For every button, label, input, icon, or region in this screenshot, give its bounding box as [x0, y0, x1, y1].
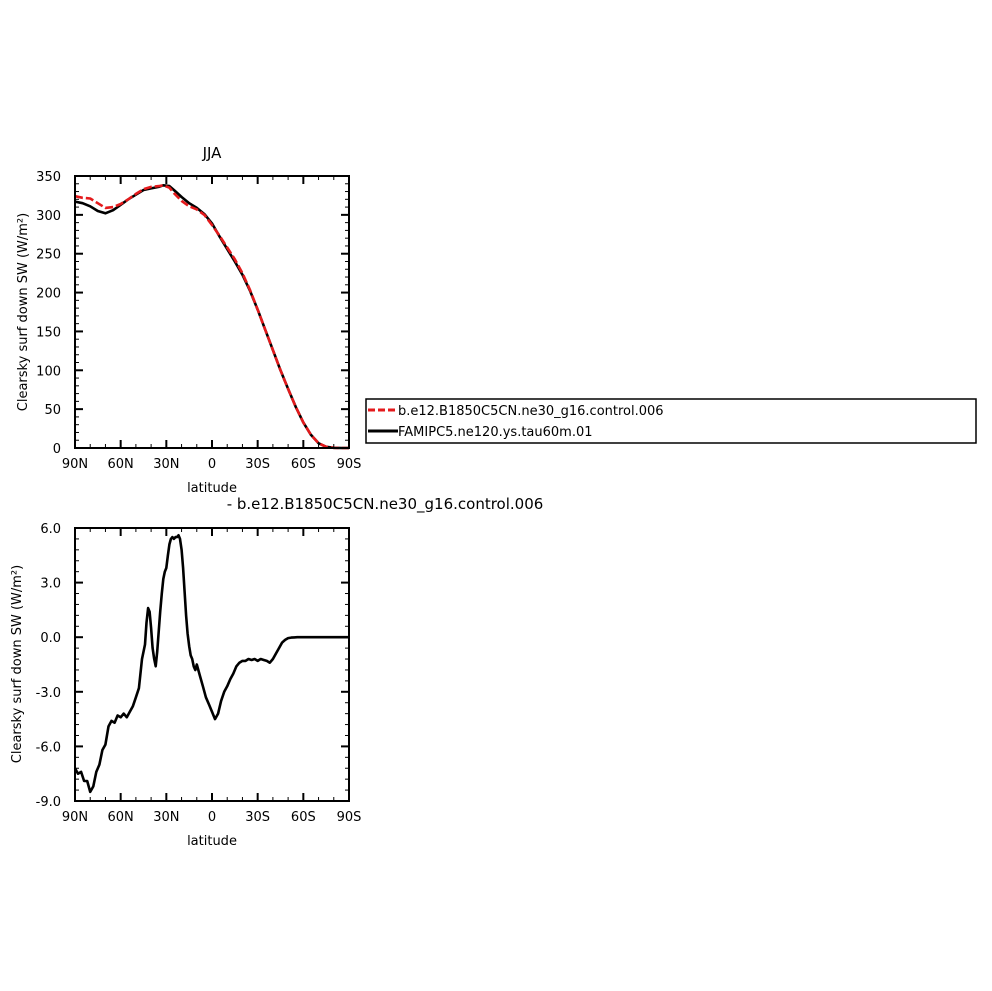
- y-tick-label: 0.0: [40, 631, 61, 646]
- top-panel-title: JJA: [202, 144, 223, 162]
- x-tick-label: 30N: [153, 810, 179, 825]
- x-tick-label: 60S: [291, 457, 316, 472]
- x-tick-label: 30S: [245, 457, 270, 472]
- x-tick-label: 0: [208, 810, 216, 825]
- bottom-panel-title: - b.e12.B1850C5CN.ne30_g16.control.006: [227, 495, 544, 514]
- top-panel-axes: 90N 60N 30N 0 30S 60S 90S 0 50 100 150 200 250 300 350: [36, 170, 361, 472]
- top-panel-frame: [74, 175, 350, 449]
- x-tick-label: 90N: [62, 457, 88, 472]
- bottom-panel-lines: [73, 533, 349, 794]
- top-panel: JJA 90N 60N 30N 0 30S 60S 90S 0 50 100 150 200 250 30…: [16, 144, 361, 496]
- y-tick-label: 100: [36, 364, 61, 379]
- bottom-panel-ylabel: Clearsky surf down SW (W/m²): [10, 565, 25, 763]
- legend-label-model-a: b.e12.B1850C5CN.ne30_g16.control.006: [398, 404, 664, 419]
- y-tick-label: -6.0: [36, 740, 61, 755]
- x-tick-label: 0: [208, 457, 216, 472]
- x-tick-label: 60S: [291, 810, 316, 825]
- y-tick-label: 350: [36, 170, 61, 185]
- y-tick-label: 6.0: [40, 522, 61, 537]
- x-tick-label: 30S: [245, 810, 270, 825]
- top-panel-xlabel: latitude: [187, 481, 237, 496]
- legend-label-model-b: FAMIPC5.ne120.ys.tau60m.01: [398, 425, 593, 440]
- bottom-panel-frame: [74, 527, 350, 802]
- top-panel-ylabel: Clearsky surf down SW (W/m²): [16, 213, 31, 411]
- y-tick-label: 300: [36, 209, 61, 224]
- bottom-panel-xlabel: latitude: [187, 834, 237, 849]
- y-tick-label: 200: [36, 287, 61, 302]
- series-line-0-0: [74, 184, 349, 450]
- y-tick-label: -9.0: [36, 795, 61, 810]
- y-tick-label: 3.0: [40, 577, 61, 592]
- y-tick-label: 250: [36, 248, 61, 263]
- x-tick-label: 30N: [153, 457, 179, 472]
- x-tick-label: 60N: [108, 810, 134, 825]
- y-tick-label: 150: [36, 325, 61, 340]
- x-tick-label: 90N: [62, 810, 88, 825]
- series-line-1-0: [73, 533, 349, 794]
- x-tick-label: 90S: [337, 457, 362, 472]
- y-tick-label: 0: [53, 442, 61, 457]
- x-tick-label: 60N: [108, 457, 134, 472]
- bottom-panel-axes: 90N 60N 30N 0 30S 60S 90S -9.0 -6.0 -3.0 0.0 3.0 6.0: [36, 522, 362, 825]
- y-tick-label: 50: [44, 403, 61, 418]
- legend-box: [365, 398, 977, 444]
- legend: b.e12.B1850C5CN.ne30_g16.control.006 FAM…: [365, 398, 977, 444]
- bottom-panel: - b.e12.B1850C5CN.ne30_g16.control.006 9…: [10, 495, 543, 849]
- x-tick-label: 90S: [337, 810, 362, 825]
- y-tick-label: -3.0: [36, 686, 61, 701]
- top-panel-lines: [74, 184, 349, 450]
